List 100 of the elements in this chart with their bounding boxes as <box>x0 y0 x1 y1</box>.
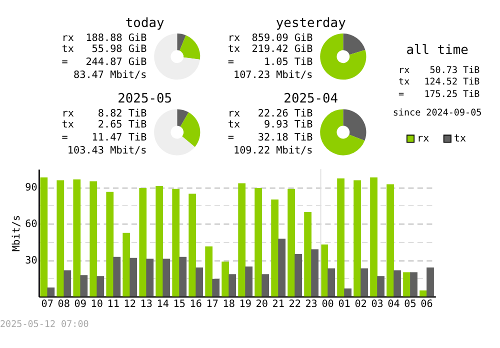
x-tick-label: 02 <box>354 299 367 310</box>
bar <box>344 288 352 296</box>
text: 2025-05-12 07:00 <box>0 318 89 330</box>
bar <box>96 276 104 296</box>
donut-slice <box>180 112 200 147</box>
bar <box>311 249 319 296</box>
x-tick-label: 18 <box>222 299 235 310</box>
bar <box>394 270 401 296</box>
bar <box>196 267 204 296</box>
text: rx 859.09 GiB <box>228 32 313 44</box>
x-tick-label: 06 <box>420 299 433 310</box>
text: rx 188.88 GiB <box>62 32 147 44</box>
bar <box>354 180 361 296</box>
bar <box>40 177 48 296</box>
y-tick-label: 30 <box>25 255 38 266</box>
x-tick-label: 05 <box>404 299 416 310</box>
x-tick-label: 17 <box>206 299 218 310</box>
text: tx 124.52 TiB <box>398 76 480 88</box>
bar <box>188 194 196 296</box>
x-tick-label: 20 <box>256 299 268 310</box>
text: tx 55.98 GiB <box>62 44 147 55</box>
bar <box>403 272 410 296</box>
x-tick-label: 23 <box>305 299 318 310</box>
donut-slice <box>320 34 366 80</box>
x-tick-label: 12 <box>124 299 136 310</box>
text: rx 50.73 TiB <box>398 65 480 76</box>
x-tick-label: 03 <box>371 299 384 310</box>
text: rx 22.26 TiB <box>228 108 313 120</box>
donut-slice <box>154 34 200 80</box>
x-tick-label: 14 <box>156 299 169 310</box>
donut-slice <box>177 109 189 127</box>
x-tick-label: 21 <box>272 299 284 310</box>
text: 107.23 Mbit/s <box>233 70 313 81</box>
bar <box>245 266 253 296</box>
legend-label: tx <box>454 133 466 144</box>
x-tick-label: 00 <box>322 299 334 310</box>
bar <box>328 268 335 296</box>
donut-slice <box>177 34 186 51</box>
bar <box>238 183 246 296</box>
chart-title: 2025-04 <box>284 92 338 107</box>
bar <box>370 177 378 296</box>
bar <box>130 258 138 296</box>
text: tx 219.42 GiB <box>228 44 313 55</box>
text: = 175.25 TiB <box>398 89 480 100</box>
x-tick-label: 07 <box>41 299 54 310</box>
bar <box>360 268 368 296</box>
bar <box>106 192 114 296</box>
bar <box>228 274 236 296</box>
x-tick-label: 11 <box>107 299 120 310</box>
x-tick-label: 08 <box>58 299 70 310</box>
x-tick-label: 01 <box>338 299 350 310</box>
bar <box>73 179 81 296</box>
x-tick-label: 04 <box>388 299 400 310</box>
text: tx 9.93 TiB <box>228 120 313 131</box>
bar <box>386 184 394 296</box>
chart-title: 2025-05 <box>118 92 172 107</box>
bar <box>156 186 164 296</box>
bar <box>56 180 64 296</box>
y-tick-label: 60 <box>25 218 38 230</box>
x-tick-label: 19 <box>239 299 252 310</box>
text: = 11.47 TiB <box>62 132 147 144</box>
text: 83.47 Mbit/s <box>74 70 147 81</box>
bar <box>337 178 344 296</box>
bar <box>294 254 302 296</box>
text: = 1.05 TiB <box>228 56 313 68</box>
text: rx 8.82 TiB <box>62 108 147 120</box>
bar <box>288 188 295 296</box>
chart-title: yesterday <box>276 16 346 32</box>
bar <box>410 272 418 296</box>
bar <box>278 238 286 296</box>
bar <box>80 275 88 296</box>
bar <box>271 199 279 296</box>
bar <box>162 258 170 296</box>
y-tick-label: 90 <box>25 182 38 194</box>
bar <box>222 262 230 296</box>
bar <box>47 287 55 296</box>
bar <box>172 188 180 296</box>
bar <box>377 276 384 296</box>
x-tick-label: 10 <box>90 299 103 310</box>
donut-slice <box>154 109 195 156</box>
x-tick-label: 15 <box>173 299 186 310</box>
x-tick-label: 09 <box>74 299 86 310</box>
y-axis-title: Mbit/s <box>12 214 23 252</box>
text: since 2024-09-05 <box>392 108 482 119</box>
bar <box>262 274 270 296</box>
bar <box>113 256 121 296</box>
text: 103.43 Mbit/s <box>67 145 147 156</box>
x-tick-label: 22 <box>288 299 301 310</box>
bar <box>254 188 262 296</box>
text: all time <box>406 42 468 58</box>
donut-slice <box>343 109 366 141</box>
bar <box>139 188 147 296</box>
x-tick-label: 13 <box>140 299 152 310</box>
bar <box>122 232 130 296</box>
text: 109.22 Mbit/s <box>233 145 313 156</box>
donut-slice <box>180 35 200 60</box>
chart-title: today <box>125 16 164 32</box>
x-tick-label: 16 <box>190 299 202 310</box>
bar <box>179 256 187 296</box>
text: = 32.18 TiB <box>228 132 313 144</box>
